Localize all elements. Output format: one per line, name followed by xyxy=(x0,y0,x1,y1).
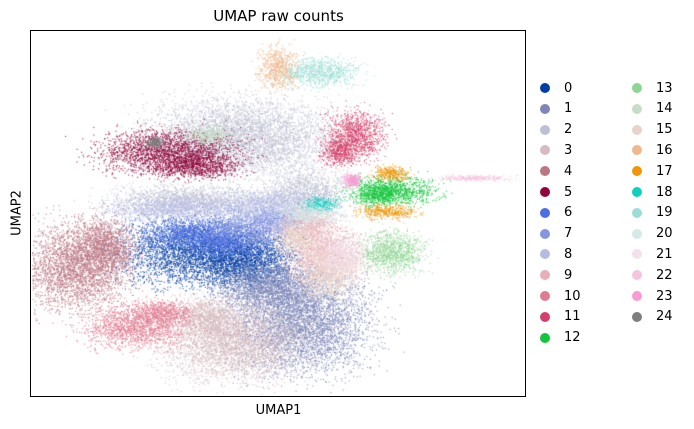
legend-item-16: 16 xyxy=(632,140,673,160)
scatter-points xyxy=(31,31,525,396)
legend-marker xyxy=(632,124,642,135)
legend-label: 5 xyxy=(564,184,573,200)
legend-marker xyxy=(540,207,550,218)
legend-item-1: 1 xyxy=(540,99,572,119)
legend-item-11: 11 xyxy=(540,307,581,327)
legend-label: 4 xyxy=(564,163,573,179)
legend-label: 20 xyxy=(656,226,673,242)
legend-item-23: 23 xyxy=(632,286,673,306)
legend-item-17: 17 xyxy=(632,161,673,181)
legend-label: 8 xyxy=(564,246,573,262)
legend-label: 13 xyxy=(656,80,673,96)
legend-marker xyxy=(632,291,642,301)
legend-label: 19 xyxy=(656,205,673,221)
legend-item-15: 15 xyxy=(632,120,673,140)
legend-item-22: 22 xyxy=(632,265,673,285)
legend-marker xyxy=(540,332,550,343)
legend-marker xyxy=(632,270,642,281)
legend-label: 11 xyxy=(564,309,581,325)
legend-marker xyxy=(632,207,642,218)
legend-item-14: 14 xyxy=(632,99,673,119)
legend-label: 16 xyxy=(656,142,673,158)
legend-marker xyxy=(540,145,550,156)
legend-marker xyxy=(540,124,550,135)
legend-marker xyxy=(632,103,642,114)
legend-item-0: 0 xyxy=(540,78,572,98)
legend-item-18: 18 xyxy=(632,182,673,202)
legend-item-20: 20 xyxy=(632,224,673,244)
legend-marker xyxy=(632,228,642,239)
legend-label: 1 xyxy=(564,101,573,117)
legend-label: 23 xyxy=(656,288,673,304)
legend: 0 1 2 3 4 5 6 7 8 9 10 11 12 13 14 15 16 17 18 19 20 21 22 23 24 xyxy=(540,78,690,345)
legend-label: 7 xyxy=(564,226,573,242)
legend-marker xyxy=(540,291,550,301)
legend-item-6: 6 xyxy=(540,203,572,223)
legend-item-3: 3 xyxy=(540,140,572,160)
legend-label: 15 xyxy=(656,122,673,138)
legend-marker xyxy=(632,311,642,322)
legend-label: 17 xyxy=(656,163,673,179)
legend-item-2: 2 xyxy=(540,120,572,140)
legend-marker xyxy=(540,83,550,93)
legend-marker xyxy=(540,228,550,239)
legend-label: 3 xyxy=(564,142,573,158)
legend-marker xyxy=(540,103,550,114)
legend-label: 6 xyxy=(564,205,573,221)
legend-label: 21 xyxy=(656,246,673,262)
legend-marker xyxy=(540,166,550,177)
legend-marker xyxy=(540,187,550,197)
legend-marker xyxy=(632,187,642,197)
legend-item-13: 13 xyxy=(632,78,673,98)
legend-label: 10 xyxy=(564,288,581,304)
legend-item-19: 19 xyxy=(632,203,673,223)
legend-marker xyxy=(632,166,642,177)
legend-marker xyxy=(632,249,642,260)
legend-label: 24 xyxy=(656,309,673,325)
legend-label: 2 xyxy=(564,122,573,138)
legend-item-21: 21 xyxy=(632,244,673,264)
y-axis-label: UMAP2 xyxy=(9,190,25,236)
legend-item-7: 7 xyxy=(540,224,572,244)
legend-marker xyxy=(540,311,550,322)
legend-marker xyxy=(540,270,550,281)
chart-title: UMAP raw counts xyxy=(213,7,344,25)
legend-label: 0 xyxy=(564,80,573,96)
legend-item-12: 12 xyxy=(540,328,581,348)
legend-label: 22 xyxy=(656,267,673,283)
legend-label: 12 xyxy=(564,330,581,346)
legend-item-8: 8 xyxy=(540,244,572,264)
legend-label: 18 xyxy=(656,184,673,200)
x-axis-label: UMAP1 xyxy=(255,403,302,418)
legend-label: 14 xyxy=(656,101,673,117)
legend-marker xyxy=(540,249,550,260)
legend-item-4: 4 xyxy=(540,161,572,181)
legend-item-10: 10 xyxy=(540,286,581,306)
legend-item-5: 5 xyxy=(540,182,572,202)
legend-marker xyxy=(632,83,642,93)
legend-label: 9 xyxy=(564,267,573,283)
legend-item-9: 9 xyxy=(540,265,572,285)
legend-marker xyxy=(632,145,642,156)
legend-item-24: 24 xyxy=(632,307,673,327)
